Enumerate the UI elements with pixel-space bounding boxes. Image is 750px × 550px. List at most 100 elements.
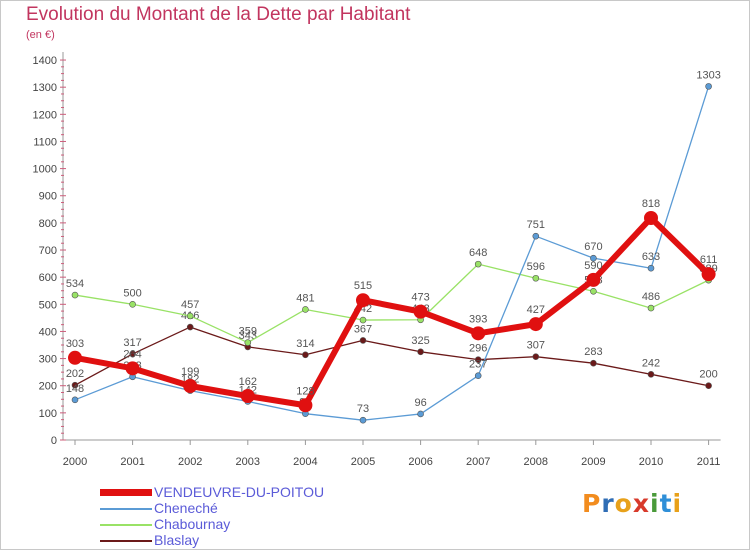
data-point xyxy=(183,378,198,393)
x-tick-label: 2010 xyxy=(639,456,663,468)
x-tick-label: 2002 xyxy=(178,456,202,468)
data-label: 500 xyxy=(123,287,141,299)
chart-title: Evolution du Montant de la Dette par Hab… xyxy=(26,4,411,25)
data-point xyxy=(474,372,482,379)
data-point xyxy=(417,348,424,356)
x-tick-label: 2009 xyxy=(581,456,605,468)
x-tick-label: 2004 xyxy=(293,456,317,468)
series-line-chabournay xyxy=(74,263,710,344)
y-tick-label: 500 xyxy=(39,299,57,311)
y-tick-label: 800 xyxy=(39,218,57,230)
legend-swatch xyxy=(100,489,152,496)
data-point xyxy=(647,371,655,378)
legend-item: VENDEUVRE-DU-POITOU xyxy=(100,485,324,500)
data-point xyxy=(359,416,367,424)
legend-label: Cheneché xyxy=(154,500,218,516)
data-label: 596 xyxy=(527,261,545,273)
data-label: 534 xyxy=(66,278,84,290)
data-label: 633 xyxy=(642,251,660,263)
logo-letter: i xyxy=(650,489,660,518)
legend-swatch xyxy=(100,539,152,542)
data-label: 199 xyxy=(181,366,199,378)
x-tick-label: 2000 xyxy=(63,456,87,468)
y-tick-label: 1100 xyxy=(33,136,57,148)
data-label: 427 xyxy=(527,304,545,316)
data-point xyxy=(417,410,424,418)
data-point xyxy=(356,293,370,308)
data-point xyxy=(528,317,543,332)
data-label: 457 xyxy=(181,299,199,311)
logo-letter: x xyxy=(632,489,650,518)
x-tick-label: 2011 xyxy=(697,456,721,468)
data-point xyxy=(244,339,252,346)
legend-label: Blaslay xyxy=(154,532,200,548)
y-tick-label: 100 xyxy=(39,408,57,420)
data-label: 73 xyxy=(357,403,369,415)
data-point xyxy=(359,316,367,324)
data-point xyxy=(705,83,712,90)
data-point xyxy=(71,396,79,404)
data-label: 200 xyxy=(699,369,717,381)
data-point xyxy=(298,398,313,413)
logo-letter: o xyxy=(614,489,633,518)
y-tick-label: 1300 xyxy=(33,82,57,94)
logo-letter: t xyxy=(659,489,673,518)
data-point xyxy=(474,260,482,268)
data-point xyxy=(129,300,136,308)
series-line-blaslay xyxy=(74,326,710,387)
data-label: 303 xyxy=(66,338,84,350)
data-point xyxy=(644,210,658,225)
legend-item: Chabournay xyxy=(100,517,230,532)
data-point xyxy=(647,264,655,272)
data-label: 515 xyxy=(354,280,372,292)
data-label: 481 xyxy=(296,292,314,304)
data-label: 202 xyxy=(66,368,84,380)
series-line-cheneché xyxy=(74,85,710,421)
data-label: 751 xyxy=(527,219,545,231)
data-point xyxy=(590,359,597,367)
data-label: 237 xyxy=(469,359,487,371)
data-point xyxy=(532,274,540,282)
data-point xyxy=(186,312,194,320)
data-label: 325 xyxy=(411,335,429,347)
data-label: 1303 xyxy=(696,69,720,81)
data-point xyxy=(413,304,428,319)
data-point xyxy=(71,381,79,389)
x-tick-label: 2003 xyxy=(236,456,260,468)
data-label: 818 xyxy=(642,198,660,210)
data-label: 393 xyxy=(469,313,487,325)
data-point xyxy=(68,350,82,365)
data-point xyxy=(590,287,597,295)
x-tick-label: 2005 xyxy=(351,456,375,468)
y-tick-label: 600 xyxy=(39,272,57,284)
data-label: 307 xyxy=(527,340,545,352)
y-tick-label: 300 xyxy=(39,354,57,366)
data-point xyxy=(647,304,655,312)
data-label: 296 xyxy=(469,343,487,355)
x-tick-label: 2001 xyxy=(120,456,144,468)
data-label: 648 xyxy=(469,247,487,259)
data-label: 486 xyxy=(642,291,660,303)
x-tick-label: 2007 xyxy=(466,456,490,468)
x-tick-label: 2006 xyxy=(408,456,432,468)
data-label: 148 xyxy=(66,383,84,395)
data-label: 359 xyxy=(239,326,257,338)
legend-item: Cheneché xyxy=(100,501,218,516)
data-point xyxy=(474,356,482,363)
data-point xyxy=(590,254,597,262)
y-tick-label: 0 xyxy=(51,435,57,447)
data-point xyxy=(186,323,194,331)
y-tick-label: 900 xyxy=(39,191,57,203)
y-tick-label: 1400 xyxy=(33,55,57,67)
data-label: 128 xyxy=(296,385,314,397)
data-label: 473 xyxy=(411,292,429,304)
data-label: 367 xyxy=(354,323,372,335)
data-label: 96 xyxy=(414,397,426,409)
data-label: 242 xyxy=(642,357,660,369)
data-point xyxy=(240,389,255,404)
data-point xyxy=(125,361,140,376)
unit-label: (en €) xyxy=(26,29,55,41)
data-label: 670 xyxy=(584,241,602,253)
legend-swatch xyxy=(100,523,152,526)
